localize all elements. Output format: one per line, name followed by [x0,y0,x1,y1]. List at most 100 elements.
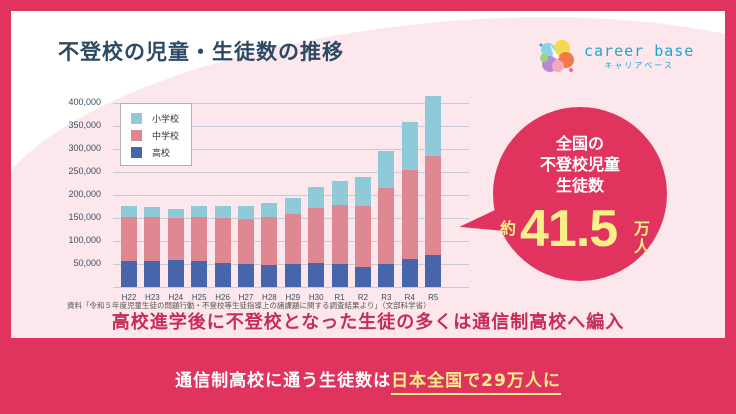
x-tick-label: H26 [215,293,230,302]
bar-segment [284,264,301,287]
bar-segment [401,259,418,287]
bar-segment [167,208,184,219]
chart-legend: 小学校 中学校 高校 [120,103,192,166]
bar-segment [191,261,208,287]
bar-H30 [308,187,325,287]
page-title: 不登校の児童・生徒数の推移 [58,40,344,64]
callout-label: 全国の 不登校児童 生徒数 [493,133,667,196]
legend-swatch [131,147,142,158]
subheading: 高校進学後に不登校となった生徒の多くは通信制高校へ編入 [111,312,625,333]
bar-segment [308,207,325,263]
bottom-banner: 通信制高校に通う生徒数は日本全国で29万人に [0,366,736,395]
bar-segment [284,214,301,265]
bar-segment [214,262,231,287]
legend-label: 中学校 [152,132,180,142]
approx-label: 約 [500,219,517,238]
bar-segment [355,176,371,207]
y-tick-label: 100,000 [68,235,101,245]
gridline [113,172,469,173]
bar-segment [238,264,254,287]
bar-H27 [238,206,254,287]
content-panel: 不登校の児童・生徒数の推移 career base キャリアベース 50,000… [11,11,725,338]
logo-text-jp: キャリアベース [604,60,674,70]
bar-R1 [331,180,348,287]
gridline [113,195,469,196]
bar-segment [238,206,254,219]
bar-segment [144,217,161,262]
legend-item: 中学校 [131,127,181,144]
bar-segment [261,217,278,265]
bottom-banner-prefix: 通信制高校に通う生徒数は [175,371,392,391]
bar-segment [425,155,442,256]
callout-bubble: 全国の 不登校児童 生徒数 約 41.5 万 人 [493,107,667,281]
x-tick-label: H24 [168,293,184,302]
bar-segment [401,169,418,260]
bar-segment [238,218,254,265]
x-tick-label: H30 [308,293,324,302]
bar-segment [214,205,231,218]
bar-segment [284,197,301,215]
bar-H23 [144,207,161,287]
bar-segment [378,150,395,189]
bar-segment [355,206,371,268]
bar-segment [121,216,137,262]
logo: career base キャリアベース [536,36,694,76]
bar-R3 [378,150,395,287]
x-tick-label: H27 [238,293,254,302]
bar-segment [425,95,442,156]
x-tick-label: H25 [191,293,207,302]
bar-segment [425,255,442,287]
bar-segment [191,206,208,218]
y-tick-label: 350,000 [68,120,101,130]
bar-R4 [401,121,418,287]
bar-segment [261,202,278,218]
bar-H22 [121,206,137,287]
bar-H26 [214,205,231,287]
legend-label: 高校 [152,149,171,159]
gridline [113,103,469,104]
bar-segment [121,261,137,287]
bar-H28 [261,202,278,287]
legend-item: 高校 [131,144,181,161]
callout-unit: 万 人 [633,220,651,256]
callout-line-1: 全国の [555,134,604,153]
y-tick-label: 300,000 [68,143,101,153]
x-tick-label: H28 [262,293,277,302]
source-note: 資料「令和５年度児童生徒の問題行動・不登校等生徒指導上の諸課題に関する調査結果よ… [67,301,431,310]
logo-text-en: career base [584,41,695,60]
legend-swatch [131,113,142,124]
x-tick-label: R1 [334,293,345,302]
stacked-bar-chart: 50,000 100,000 150,000 200,000 250,000 300,00… [41,81,469,302]
bar-segment [308,187,325,208]
y-tick-label: 50,000 [73,258,101,268]
gridline [113,149,469,150]
logo-icon [536,36,576,76]
bar-segment [144,207,161,218]
bar-R2 [355,176,371,287]
bar-segment [401,121,418,170]
bar-segment [331,205,348,264]
bar-segment [261,264,278,287]
x-tick-label: R4 [404,293,415,302]
bar-H29 [284,197,301,287]
y-tick-label: 400,000 [68,97,101,107]
bottom-banner-highlight: 日本全国で29万人に [391,371,561,395]
callout-value: 41.5 [520,200,618,258]
y-tick-label: 250,000 [68,166,101,176]
bar-segment [167,260,184,287]
x-tick-label: H23 [145,293,160,302]
bar-segment [355,267,371,287]
x-tick-label: H22 [121,293,137,302]
y-tick-label: 150,000 [68,212,101,222]
callout-line-2: 不登校児童 [539,155,620,174]
gridline [113,126,469,127]
bar-segment [121,206,137,217]
legend-item: 小学校 [131,110,181,127]
x-tick-label: H29 [285,293,301,302]
unit-nin: 人 [633,237,650,256]
bar-H25 [191,206,208,287]
legend-label: 小学校 [152,115,180,125]
bar-segment [331,263,348,287]
unit-man: 万 [633,219,650,238]
y-tick-label: 200,000 [68,189,101,199]
